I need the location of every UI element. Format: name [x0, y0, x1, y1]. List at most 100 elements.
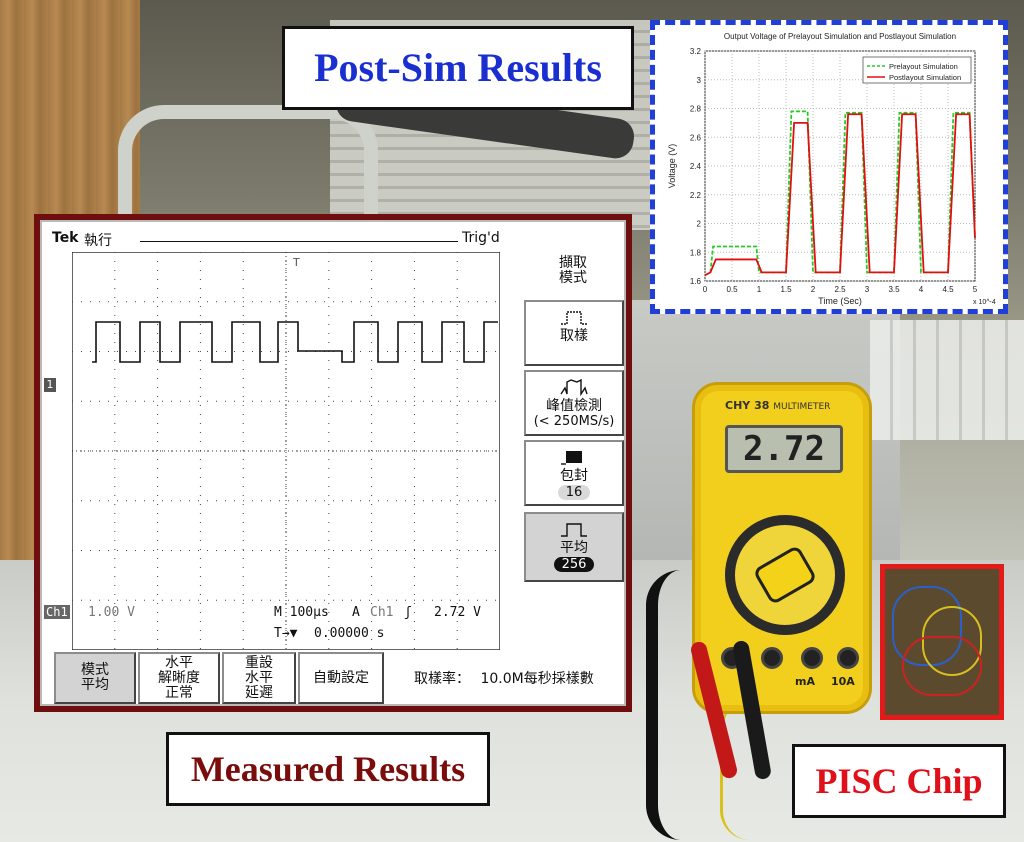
x-tick-label: 1	[757, 285, 762, 294]
average-mode-icon	[561, 523, 587, 537]
x-tick-label: 0	[703, 285, 708, 294]
envelope-icon	[561, 451, 582, 465]
envelope-count-badge: 16	[557, 485, 591, 500]
y-tick-label: 2.8	[690, 105, 702, 114]
y-tick-label: 2.4	[690, 162, 702, 171]
sample-rate-label: 取樣率：	[414, 671, 470, 687]
side-menu-title-line1: 擷取	[559, 255, 587, 271]
jack-v	[761, 647, 783, 669]
reset-horizontal-delay-button[interactable]: 重設 水平 延遲	[222, 652, 296, 704]
run-status: 執行	[84, 233, 112, 249]
y-axis-label: Voltage (V)	[667, 144, 677, 189]
acq-mode-sample-button[interactable]: 取樣	[524, 300, 624, 366]
chart-title: Output Voltage of Prelayout Simulation a…	[724, 32, 956, 41]
simulation-chart: 0 0.5 1 1.5 2 2.5 3 3.5 4 4.5 5 1.6 1.8 2 2.2 2.4 2.6 2.8…	[667, 32, 996, 306]
legend-box	[862, 56, 972, 84]
keyboard	[870, 320, 1024, 440]
multimeter: CHY 38 MULTIMETER 2.72 mA 10A	[692, 382, 872, 714]
simulation-chart-inset: 0 0.5 1 1.5 2 2.5 3 3.5 4 4.5 5 1.6 1.8 2 2.2 2.4 2.6 2.8…	[650, 20, 1008, 314]
measured-results-label: Measured Results	[166, 732, 490, 806]
x-tick-label: 2.5	[834, 285, 846, 294]
autoset-button[interactable]: 自動設定	[298, 652, 384, 704]
x-tick-label: 2	[811, 285, 816, 294]
scope-brand: Tek	[52, 230, 79, 246]
pisc-chip-highlight-frame	[880, 564, 1004, 720]
chip-board-photo	[882, 566, 1000, 716]
peak-detect-icon	[560, 378, 588, 396]
jack-label-ma: mA	[795, 675, 815, 688]
trigger-level: 2.72 V	[434, 605, 481, 620]
x-tick-label: 5	[973, 285, 978, 294]
bottom-button-line: 自動設定	[313, 669, 369, 686]
average-count-badge: 256	[553, 557, 595, 572]
bottom-button-line: 水平	[165, 654, 193, 671]
pisc-chip-label: PISC Chip	[792, 744, 1006, 818]
y-tick-label: 2	[697, 220, 702, 229]
jack-ma	[801, 647, 823, 669]
x-axis-multiplier: x 10^-4	[973, 299, 996, 306]
y-tick-label: 2.2	[690, 191, 702, 200]
ch1-label: Ch1	[44, 605, 70, 619]
side-button-label: 峰值檢測	[546, 398, 602, 414]
oscilloscope-screen: Tek 執行 Trig'd T 1 Ch1 1.00 V M 100μs A C…	[34, 214, 632, 712]
y-tick-label: 3.2	[690, 47, 702, 56]
jack-label-10a: 10A	[831, 675, 855, 688]
y-tick-label: 1.8	[690, 248, 702, 257]
bnc-cable	[646, 570, 716, 840]
side-button-label: 平均	[560, 540, 588, 556]
trigger-mode: A	[352, 605, 360, 620]
acq-mode-average-button[interactable]: 平均 256	[524, 512, 624, 582]
trigger-status: Trig'd	[462, 230, 500, 246]
legend-entry: Postlayout Simulation	[889, 73, 961, 82]
y-tick-label: 2.6	[690, 133, 702, 142]
record-position-bar	[140, 238, 458, 246]
ch1-ground-marker: 1	[44, 378, 56, 392]
bottom-button-line: 延遲	[245, 684, 273, 701]
trigger-position-icon: T→▼	[274, 626, 298, 641]
bottom-button-line: 重設	[245, 654, 273, 671]
series-line-1	[704, 113, 976, 277]
x-tick-label: 3	[865, 285, 870, 294]
side-button-label: 取樣	[560, 328, 588, 344]
post-sim-results-label: Post-Sim Results	[282, 26, 634, 110]
ch1-waveform	[92, 321, 498, 363]
timebase: M 100μs	[274, 605, 329, 620]
legend-entry: Prelayout Simulation	[889, 62, 958, 71]
bottom-button-line: 平均	[81, 677, 109, 693]
multimeter-brand: CHY 38 MULTIMETER	[725, 399, 831, 412]
x-tick-label: 0.5	[726, 285, 738, 294]
sample-rate-value: 10.0M每秒採樣數	[480, 671, 594, 687]
scope-display: Tek 執行 Trig'd T 1 Ch1 1.00 V M 100μs A C…	[40, 220, 626, 706]
side-button-sublabel: (< 250MS/s)	[533, 414, 615, 429]
jack-10a	[837, 647, 859, 669]
scope-carry-handle	[118, 105, 378, 215]
side-button-label: 包封	[560, 468, 588, 484]
trigger-t-marker: T	[292, 256, 300, 269]
bottom-button-line: 模式	[81, 662, 109, 678]
trigger-offset: 0.00000 s	[314, 626, 385, 641]
x-tick-label: 1.5	[780, 285, 792, 294]
acq-mode-peak-detect-button[interactable]: 峰值檢測 (< 250MS/s)	[524, 370, 624, 436]
x-axis-label: Time (Sec)	[818, 296, 862, 306]
y-tick-label: 3	[697, 76, 702, 85]
bottom-button-line: 水平	[245, 669, 273, 686]
trigger-source: Ch1	[370, 605, 394, 620]
side-menu-title-line2: 模式	[559, 270, 587, 286]
y-tick-label: 1.6	[690, 277, 702, 286]
sample-mode-icon	[561, 311, 587, 325]
x-tick-label: 4.5	[942, 285, 954, 294]
x-tick-label: 4	[919, 285, 924, 294]
sample-rate: 取樣率： 10.0M每秒採樣數	[414, 668, 594, 688]
bottom-button-line: 解晰度	[158, 669, 200, 686]
side-menu-title: 擷取 模式	[518, 256, 628, 286]
bottom-button-line: 正常	[165, 684, 193, 701]
multimeter-display: 2.72	[725, 425, 843, 473]
mode-average-button[interactable]: 模式 平均	[54, 652, 136, 704]
ch1-scale: 1.00 V	[88, 605, 135, 620]
horizontal-resolution-button[interactable]: 水平 解晰度 正常	[138, 652, 220, 704]
acq-mode-envelope-button[interactable]: 包封 16	[524, 440, 624, 506]
x-tick-label: 3.5	[888, 285, 900, 294]
jumper-wire	[902, 636, 982, 696]
trigger-slope-icon: ʃ	[404, 605, 412, 620]
waveform-graticule: T	[72, 252, 500, 650]
